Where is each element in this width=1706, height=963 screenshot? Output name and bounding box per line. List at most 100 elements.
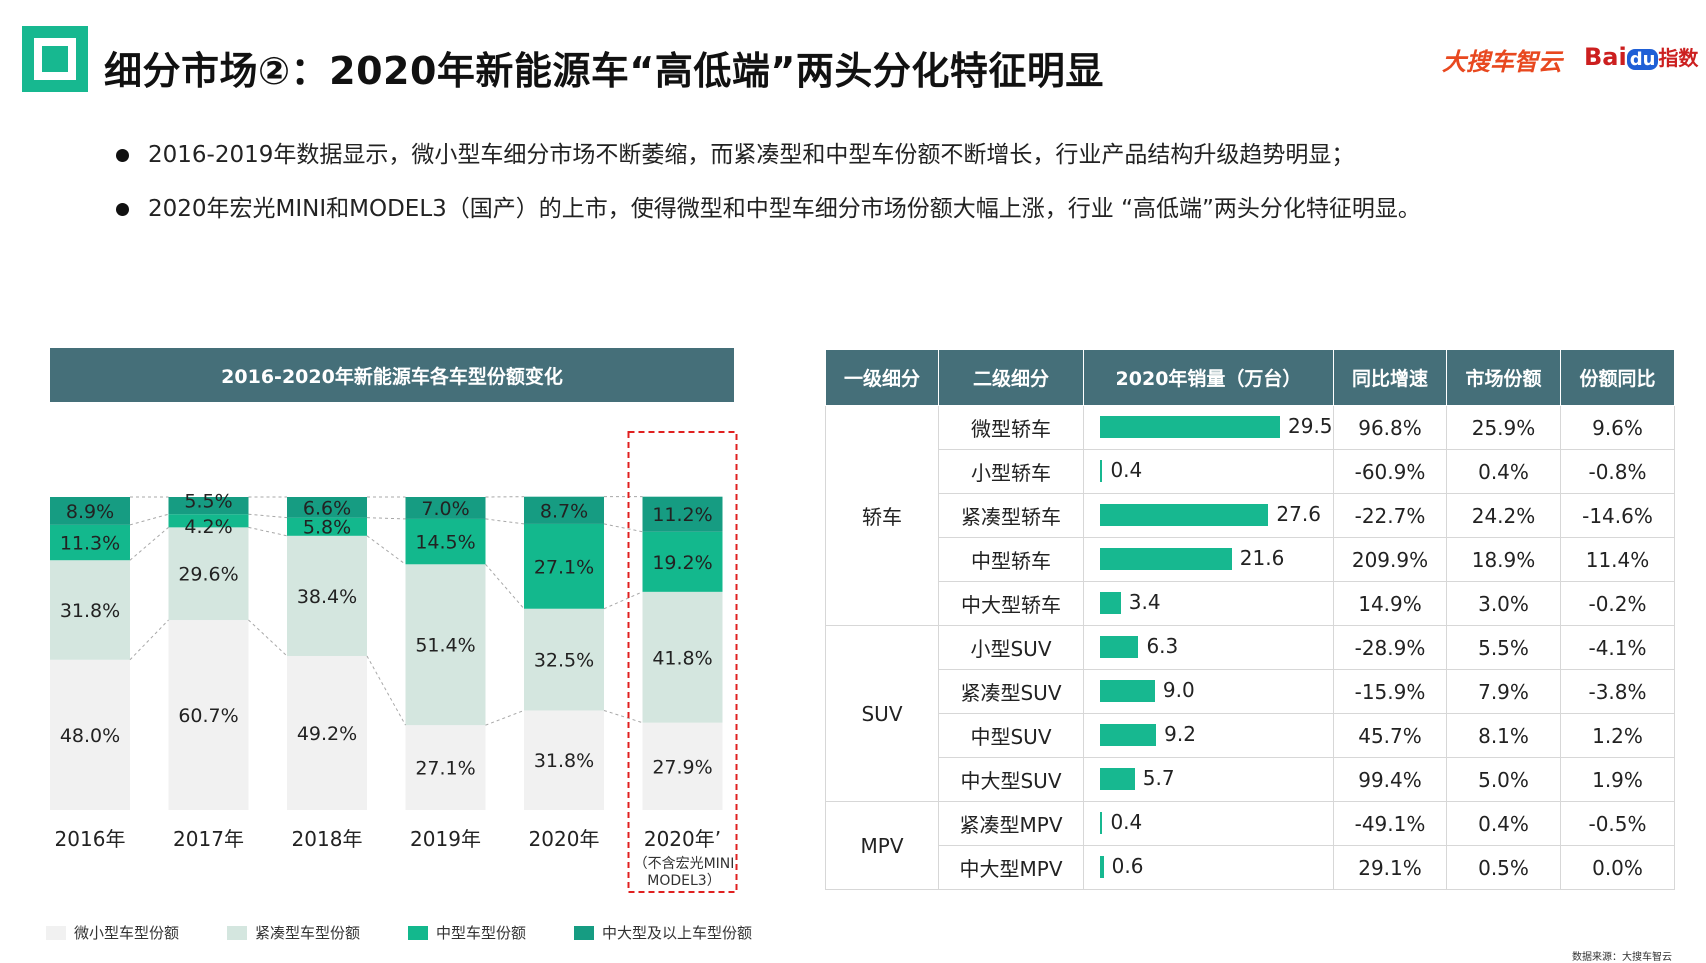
data-label: 27.9% [652, 756, 712, 778]
share-cell: 18.9% [1447, 538, 1561, 582]
yoy-cell: 14.9% [1334, 582, 1447, 626]
share-yoy-cell: 1.9% [1561, 758, 1675, 802]
category-label: 2017年 [173, 827, 244, 851]
connector-line [130, 527, 169, 560]
subsegment-cell: 紧凑型MPV [939, 802, 1084, 846]
sales-bar [1100, 856, 1104, 878]
share-cell: 3.0% [1447, 582, 1561, 626]
sales-value: 0.4 [1110, 458, 1142, 482]
share-yoy-cell: 11.4% [1561, 538, 1675, 582]
connector-line [604, 592, 643, 609]
sales-value: 29.5 [1288, 414, 1333, 438]
group-cell: MPV [826, 802, 939, 890]
legend-item: 中型车型份额 [408, 922, 526, 943]
sales-bar [1100, 724, 1156, 746]
sales-value: 0.6 [1112, 854, 1144, 878]
data-label: 31.8% [534, 750, 594, 772]
sales-bar [1100, 680, 1155, 702]
sales-cell: 21.6 [1084, 538, 1334, 582]
data-label: 11.2% [652, 504, 712, 526]
chart-legend: 微小型车型份额 紧凑型车型份额 中型车型份额 中大型及以上车型份额 [46, 922, 800, 943]
subsegment-cell: 紧凑型SUV [939, 670, 1084, 714]
sales-bar [1100, 768, 1135, 790]
yoy-cell: -15.9% [1334, 670, 1447, 714]
yoy-cell: -22.7% [1334, 494, 1447, 538]
share-cell: 8.1% [1447, 714, 1561, 758]
share-yoy-cell: -0.2% [1561, 582, 1675, 626]
data-source: 数据来源：大搜车智云 [1572, 948, 1672, 963]
sales-cell: 5.7 [1084, 758, 1334, 802]
data-label: 38.4% [297, 586, 357, 608]
data-label: 48.0% [60, 725, 120, 747]
connector-line [486, 519, 525, 524]
share-cell: 0.4% [1447, 802, 1561, 846]
col-header: 一级细分 [826, 350, 939, 406]
col-header: 二级细分 [939, 350, 1084, 406]
col-header: 市场份额 [1447, 350, 1561, 406]
legend-label: 中型车型份额 [436, 922, 526, 943]
share-yoy-cell: 1.2% [1561, 714, 1675, 758]
legend-item: 中大型及以上车型份额 [574, 922, 752, 943]
sales-bar [1100, 812, 1102, 834]
data-label: 4.2% [184, 516, 232, 538]
sales-bar [1100, 416, 1280, 438]
legend-label: 紧凑型车型份额 [255, 922, 360, 943]
data-label: 27.1% [415, 758, 475, 780]
data-label: 60.7% [178, 705, 238, 727]
yoy-cell: -49.1% [1334, 802, 1447, 846]
yoy-cell: 45.7% [1334, 714, 1447, 758]
subsegment-cell: 小型轿车 [939, 450, 1084, 494]
legend-item: 紧凑型车型份额 [227, 922, 360, 943]
data-label: 19.2% [652, 552, 712, 574]
sales-cell: 0.6 [1084, 846, 1334, 890]
data-label: 8.7% [540, 500, 588, 522]
group-cell: SUV [826, 626, 939, 802]
sales-table: 一级细分 二级细分 2020年销量（万台） 同比增速 市场份额 份额同比 轿车微… [825, 349, 1675, 890]
subsegment-cell: 中大型MPV [939, 846, 1084, 890]
sales-cell: 6.3 [1084, 626, 1334, 670]
category-label: 2020年 [529, 827, 600, 851]
legend-swatch [574, 926, 594, 940]
data-label: 14.5% [415, 532, 475, 554]
share-yoy-cell: 9.6% [1561, 406, 1675, 450]
sales-cell: 27.6 [1084, 494, 1334, 538]
data-label: 49.2% [297, 723, 357, 745]
yoy-cell: -28.9% [1334, 626, 1447, 670]
legend-label: 微小型车型份额 [74, 922, 179, 943]
legend-swatch [408, 926, 428, 940]
share-yoy-cell: -3.8% [1561, 670, 1675, 714]
highlight-note: （不含宏光MINI MODEL3） [626, 856, 742, 890]
data-label: 11.3% [60, 533, 120, 555]
sales-bar [1100, 592, 1121, 614]
connector-line [249, 514, 288, 517]
share-cell: 0.4% [1447, 450, 1561, 494]
yoy-cell: 99.4% [1334, 758, 1447, 802]
data-label: 5.8% [303, 517, 351, 539]
sales-cell: 0.4 [1084, 802, 1334, 846]
share-cell: 5.5% [1447, 626, 1561, 670]
share-yoy-cell: -0.8% [1561, 450, 1675, 494]
sales-cell: 9.0 [1084, 670, 1334, 714]
sales-value: 6.3 [1146, 634, 1178, 658]
connector-line [604, 710, 643, 722]
data-label: 5.5% [184, 491, 232, 513]
connector-line [130, 514, 169, 525]
subsegment-cell: 中型轿车 [939, 538, 1084, 582]
share-cell: 24.2% [1447, 494, 1561, 538]
sales-bar [1100, 548, 1232, 570]
sales-value: 27.6 [1276, 502, 1321, 526]
table-header-row: 一级细分 二级细分 2020年销量（万台） 同比增速 市场份额 份额同比 [826, 350, 1675, 406]
category-label: 2016年 [55, 827, 126, 851]
data-label: 7.0% [421, 498, 469, 520]
subsegment-cell: 中大型SUV [939, 758, 1084, 802]
data-label: 8.9% [66, 501, 114, 523]
